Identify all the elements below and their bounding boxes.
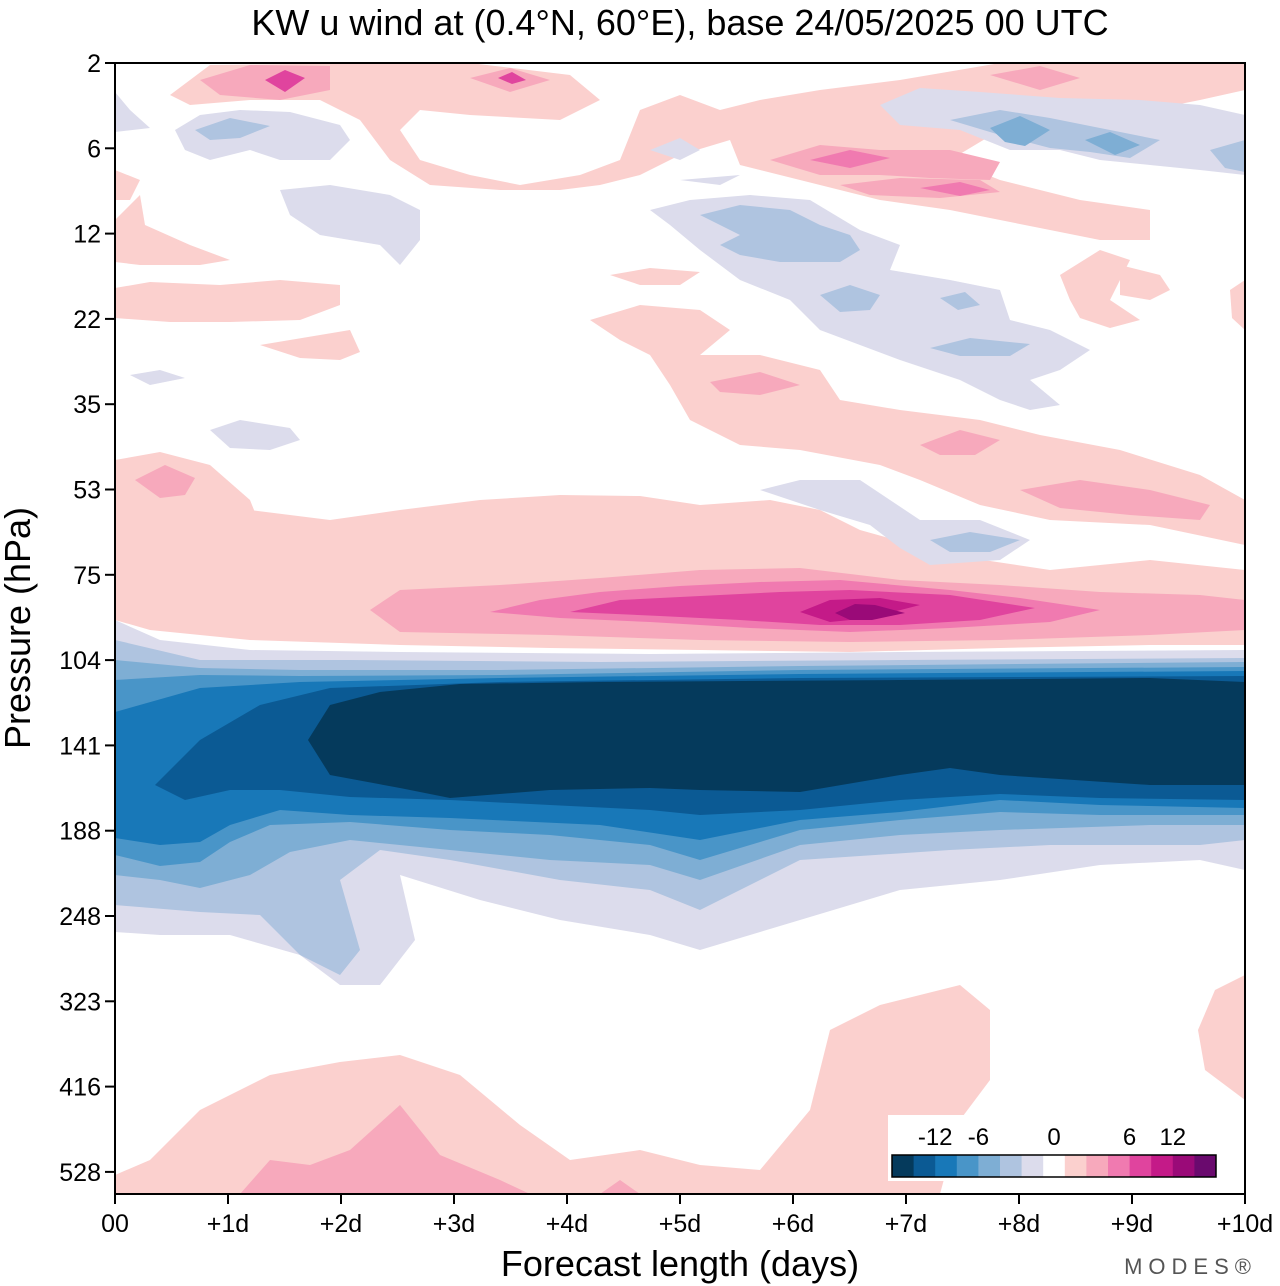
contour-lev-42 — [115, 92, 150, 132]
contour-lev-30 — [115, 280, 340, 322]
colorbar-swatch — [1194, 1155, 1217, 1177]
y-tick-label: 75 — [73, 562, 101, 590]
colorbar-frame — [891, 1154, 1217, 1178]
colorbar-swatch — [956, 1155, 979, 1177]
contour-lev-28 — [115, 170, 140, 200]
y-tick-label: 416 — [59, 1074, 101, 1102]
contour-lev-47 — [990, 116, 1050, 146]
contour-lev-56 — [940, 292, 980, 310]
colorbar: -12 -6 0 6 12 — [888, 1115, 1220, 1181]
contour-lev-39 — [1230, 280, 1245, 330]
x-tick-label: 00 — [101, 1210, 129, 1238]
colorbar-label: -12 — [918, 1124, 953, 1151]
colorbar-swatch — [1108, 1155, 1131, 1177]
contour-lev-29 — [115, 195, 230, 265]
colorbar-swatch — [913, 1155, 936, 1177]
x-tick-label: +4d — [546, 1210, 588, 1238]
colorbar-swatch — [1129, 1155, 1152, 1177]
colorbar-label: -6 — [968, 1124, 989, 1151]
colorbar-swatch — [1021, 1155, 1044, 1177]
chart-title: KW u wind at (0.4°N, 60°E), base 24/05/2… — [251, 2, 1108, 43]
colorbar-label: 12 — [1159, 1124, 1186, 1151]
contour-layer — [115, 63, 1245, 1194]
contour-lev-40 — [1060, 250, 1140, 328]
contour-lev-16 — [240, 1105, 530, 1194]
y-tick-label: 35 — [73, 391, 101, 419]
contour-lev-52 — [280, 185, 420, 265]
x-tick-label: +1d — [207, 1210, 249, 1238]
y-tick-label: 104 — [59, 647, 101, 675]
contour-lev-34 — [920, 430, 1000, 455]
colorbar-swatch — [1172, 1155, 1195, 1177]
colorbar-label: 6 — [1123, 1124, 1136, 1151]
y-tick-label: 141 — [59, 732, 101, 760]
contour-lev-13 — [835, 604, 905, 620]
colorbar-swatch — [1151, 1155, 1174, 1177]
y-axis-label: Pressure (hPa) — [0, 507, 38, 749]
contour-lev-33 — [710, 372, 800, 395]
contour-lev-23 — [990, 66, 1080, 90]
colorbar-swatch — [935, 1155, 958, 1177]
y-tick-label: 22 — [73, 306, 101, 334]
contour-lev-24 — [770, 145, 1000, 180]
contour-lev-35 — [1020, 480, 1210, 520]
y-tick-label: 528 — [59, 1159, 101, 1187]
colorbar-swatch — [1000, 1155, 1023, 1177]
colorbar-swatch — [1043, 1155, 1066, 1177]
x-axis-label: Forecast length (days) — [501, 1243, 859, 1284]
y-tick-label: 188 — [59, 818, 101, 846]
contour-lev-22 — [498, 72, 526, 84]
contour-lev-17 — [600, 1180, 640, 1194]
y-tick-label: 6 — [87, 135, 101, 163]
contour-lev-55 — [820, 285, 880, 312]
x-tick-label: +8d — [998, 1210, 1040, 1238]
x-tick-label: +7d — [885, 1210, 927, 1238]
contour-lev-59 — [210, 420, 300, 450]
x-tick-label: +10d — [1217, 1210, 1273, 1238]
contour-lev-51 — [680, 175, 740, 185]
y-tick-label: 248 — [59, 903, 101, 931]
x-axis: 00 +1d +2d +3d +4d +5d +6d +7d +8d +9d +10d — [101, 1194, 1273, 1238]
contour-lev-31 — [260, 330, 360, 360]
y-axis: 2 6 12 22 35 53 75 104 141 188 248 323 416 528 — [59, 50, 115, 1187]
contour-lev-20 — [265, 70, 305, 92]
contour-lev-19 — [200, 65, 330, 100]
contour-lev-41 — [610, 268, 700, 285]
contour-lev-25 — [810, 150, 890, 168]
colorbar-swatch — [892, 1155, 915, 1177]
contour-lev-50 — [650, 138, 700, 160]
colorbar-swatch — [978, 1155, 1001, 1177]
y-tick-label: 53 — [73, 477, 101, 505]
x-tick-label: +2d — [320, 1210, 362, 1238]
y-tick-label: 2 — [87, 50, 101, 78]
x-tick-label: +3d — [433, 1210, 475, 1238]
contour-lev-37 — [135, 465, 195, 498]
contour-lev-7 — [308, 678, 1245, 798]
contour-lev-27 — [920, 182, 990, 196]
contour-lev-58 — [130, 370, 185, 385]
colorbar-label: 0 — [1047, 1124, 1060, 1151]
contour-lev-57 — [930, 338, 1030, 356]
x-tick-label: +6d — [772, 1210, 814, 1238]
colorbar-swatch — [1086, 1155, 1109, 1177]
contour-lev-15 — [1198, 975, 1245, 1100]
x-tick-label: +9d — [1111, 1210, 1153, 1238]
contour-lev-49 — [1210, 140, 1245, 172]
colorbar-swatch — [1064, 1155, 1087, 1177]
contour-lev-61 — [930, 532, 1020, 552]
contour-lev-38 — [1120, 265, 1170, 300]
contour-lev-14 — [115, 985, 990, 1194]
contour-lev-44 — [195, 118, 270, 140]
contour-lev-11 — [570, 590, 1035, 625]
y-tick-label: 323 — [59, 988, 101, 1016]
modes-logo: MODES® — [1124, 1254, 1257, 1279]
contour-lev-48 — [1085, 132, 1140, 155]
x-tick-label: +5d — [659, 1210, 701, 1238]
contour-lev-54 — [700, 205, 860, 262]
y-tick-label: 12 — [73, 221, 101, 249]
